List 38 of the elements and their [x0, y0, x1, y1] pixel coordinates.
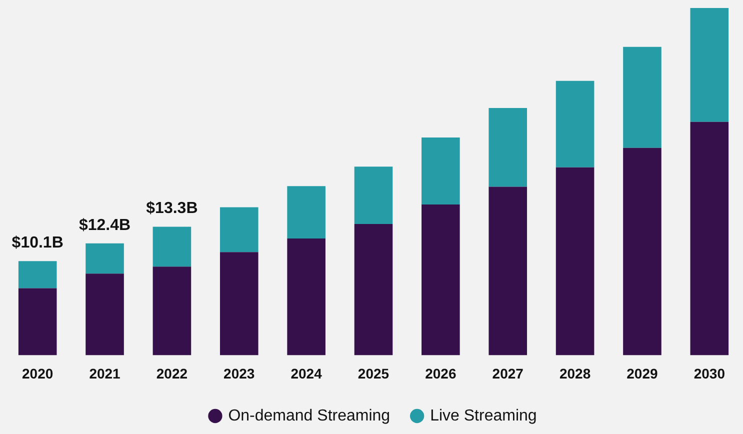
bar [287, 238, 326, 356]
bar [556, 80, 594, 168]
bar [556, 167, 594, 356]
bar [220, 252, 258, 356]
x-tick-label: 2021 [89, 365, 121, 382]
bar [690, 122, 729, 356]
x-tick-label: 2022 [156, 365, 188, 382]
annotation: $10.1B [12, 234, 64, 252]
x-tick-label: 2023 [224, 365, 255, 382]
bar [152, 226, 192, 267]
legend-label: On-demand Streaming [228, 407, 390, 424]
bar [287, 186, 326, 239]
legend-label: Live Streaming [430, 407, 537, 424]
bar [18, 288, 57, 356]
bar [422, 138, 460, 205]
x-tick-label: 2029 [626, 365, 658, 382]
bar [354, 224, 393, 356]
bar [86, 243, 124, 274]
bar [354, 166, 393, 224]
bar [623, 148, 662, 356]
bar [488, 186, 528, 356]
x-tick-label: 2024 [290, 365, 322, 382]
x-tick-label: 2027 [492, 365, 524, 382]
bar [220, 207, 258, 252]
x-tick-label: 2020 [22, 365, 54, 382]
bar [623, 46, 662, 148]
bar [18, 261, 57, 288]
bar [422, 204, 460, 356]
bar [488, 108, 528, 187]
x-tick-label: 2026 [425, 365, 456, 382]
x-tick-label: 2028 [559, 365, 591, 382]
bar [690, 8, 729, 122]
annotation: $13.3B [146, 200, 198, 218]
x-tick-label: 2025 [358, 365, 390, 382]
annotation: $12.4B [78, 216, 131, 234]
bar [86, 274, 124, 356]
x-tick-label: 2030 [694, 365, 726, 382]
bar [152, 266, 192, 356]
